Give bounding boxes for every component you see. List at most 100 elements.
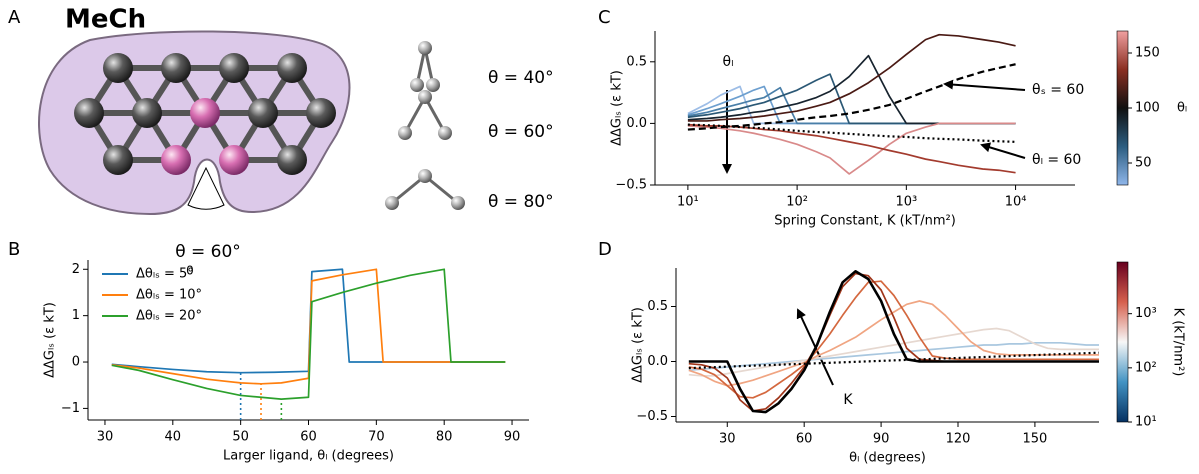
panel-label: D	[598, 239, 612, 260]
legend-label: Δθₗₛ = 20°	[136, 309, 202, 324]
x-tick-label: 90	[504, 430, 521, 445]
series-line	[687, 123, 1016, 143]
x-axis-label: Spring Constant, K (kT/nm²)	[774, 214, 956, 229]
x-axis-label: Larger ligand, θₗ (degrees)	[223, 449, 394, 464]
diagram-title: MeCh	[65, 5, 146, 35]
panel-label: C	[598, 7, 611, 28]
colorbar-label: K (kT/nm²)	[1171, 308, 1186, 377]
y-tick-label: −0.5	[636, 409, 668, 424]
y-tick-label: 0.5	[647, 299, 668, 314]
x-tick-label: 30	[719, 432, 736, 447]
y-tick-label: 0.5	[626, 54, 647, 69]
sphere	[132, 98, 162, 128]
x-tick-label: 10³	[895, 195, 917, 210]
x-tick-label: 10¹	[677, 195, 699, 210]
molecules	[385, 41, 465, 210]
sphere	[418, 90, 432, 104]
y-tick-label: 0.0	[647, 354, 668, 369]
x-tick-label: 60	[300, 430, 317, 445]
colorbar-tick-label: 10³	[1135, 306, 1157, 321]
series-line	[688, 327, 1099, 377]
colorbar	[1116, 261, 1129, 423]
x-tick-label: 10⁴	[1005, 195, 1027, 210]
y-tick-label: 0.0	[626, 116, 647, 131]
arrow	[943, 79, 1026, 91]
lattice	[74, 53, 336, 175]
sphere	[103, 145, 133, 175]
y-axis-label: ΔΔGₗₛ (ε kT)	[43, 302, 58, 378]
x-tick-label: 90	[873, 432, 890, 447]
colorbar-tick-label: 50	[1135, 156, 1152, 171]
annotation: θₛ = 60	[1032, 82, 1084, 98]
molecule-label: θ = 80°	[488, 192, 554, 212]
sphere	[385, 196, 399, 210]
annotation: θₗ = 60	[1032, 152, 1081, 168]
sphere	[277, 145, 307, 175]
sphere	[277, 53, 307, 83]
x-tick-label: 10²	[786, 195, 808, 210]
series-line	[687, 33, 1016, 122]
panel-label: B	[8, 239, 20, 260]
x-tick-label: 60	[796, 432, 813, 447]
sphere	[219, 53, 249, 83]
mech-diagram	[38, 30, 465, 216]
sphere	[161, 53, 191, 83]
sphere	[426, 78, 440, 92]
legend-label: Δθₗₛ = 10°	[136, 288, 202, 303]
sphere	[438, 126, 452, 140]
sphere	[161, 145, 191, 175]
x-tick-label: 80	[436, 430, 453, 445]
sphere	[418, 169, 432, 183]
sphere	[103, 53, 133, 83]
sphere	[248, 98, 278, 128]
series-line	[688, 300, 1099, 387]
y-axis-label: ΔΔGₗₛ (ε kT)	[631, 307, 646, 383]
sphere	[219, 145, 249, 175]
index-label: 0	[186, 264, 194, 278]
annotation: K	[843, 392, 853, 408]
sphere	[418, 41, 432, 55]
y-tick-label: 0	[72, 355, 80, 370]
x-tick-label: 120	[946, 432, 971, 447]
y-tick-label: 1	[72, 308, 80, 323]
x-tick-label: 50	[232, 430, 249, 445]
x-tick-label: 30	[97, 430, 114, 445]
colorbar-label: θₗ	[1177, 101, 1187, 116]
y-tick-label: −1	[61, 401, 80, 416]
arrow	[980, 142, 1026, 159]
x-tick-label: 150	[1022, 432, 1047, 447]
sphere	[398, 126, 412, 140]
series-line	[111, 268, 506, 385]
y-tick-label: −0.5	[615, 178, 647, 193]
sphere	[74, 98, 104, 128]
x-axis-label: θₗ (degrees)	[849, 451, 926, 466]
bond	[391, 174, 426, 205]
legend-label: Δθₗₛ = 5°	[136, 267, 194, 282]
colorbar-tick-label: 100	[1135, 101, 1160, 116]
series-line	[111, 268, 506, 400]
sphere	[190, 98, 220, 128]
series-line	[688, 280, 1099, 399]
angle-label: θ = 60°	[175, 242, 241, 262]
sphere	[410, 78, 424, 92]
annotation: θₗ	[723, 54, 734, 70]
series-line	[688, 351, 1100, 370]
bond	[424, 174, 459, 205]
colorbar-tick-label: 150	[1135, 46, 1160, 61]
series-line	[688, 270, 1099, 414]
sphere	[306, 98, 336, 128]
x-tick-label: 40	[165, 430, 182, 445]
series-line	[687, 122, 1016, 175]
panel-label: A	[8, 7, 21, 28]
x-tick-label: 70	[368, 430, 385, 445]
colorbar-tick-label: 10¹	[1135, 415, 1157, 430]
molecule-label: θ = 40°	[488, 68, 554, 88]
series-line	[687, 123, 1016, 174]
sphere	[451, 196, 465, 210]
series-line	[687, 54, 1016, 125]
molecule-label: θ = 60°	[488, 122, 554, 142]
angle-wedge	[187, 166, 225, 210]
colorbar-tick-label: 10²	[1135, 360, 1157, 375]
series-line	[688, 341, 1099, 372]
